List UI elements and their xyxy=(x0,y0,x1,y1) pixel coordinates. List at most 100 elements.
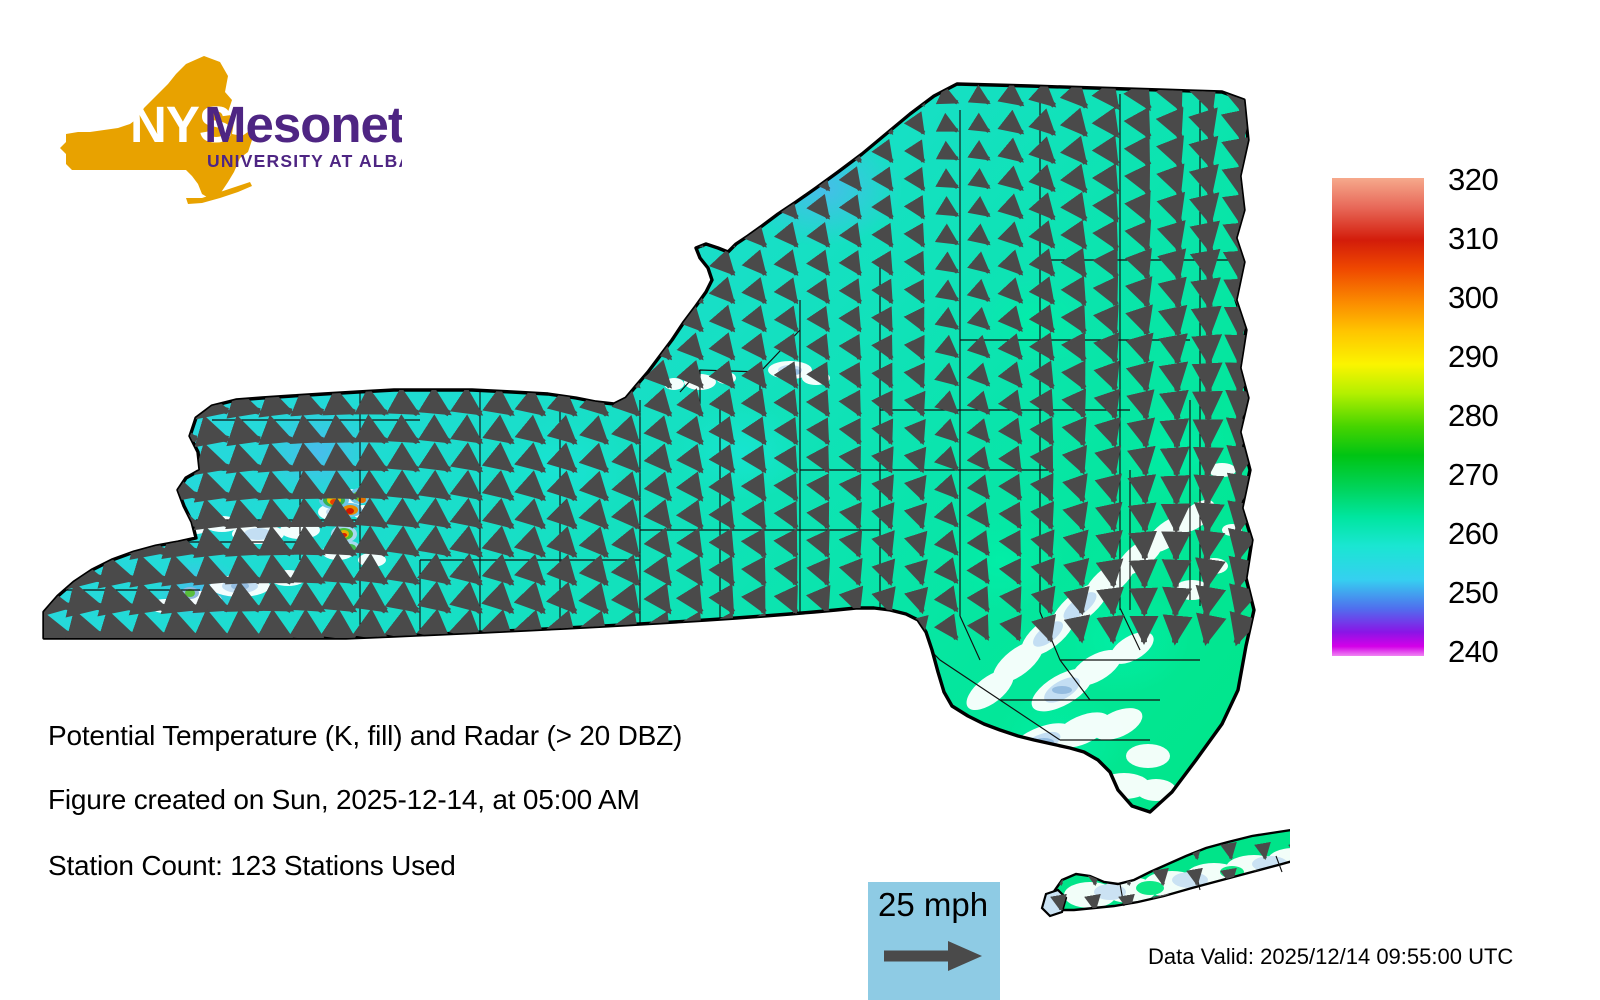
wind-barb xyxy=(612,248,641,276)
wind-barb xyxy=(257,470,295,501)
wind-barb xyxy=(709,84,736,107)
colorbar-tick-290: 290 xyxy=(1448,339,1499,374)
wind-barb xyxy=(197,166,231,199)
wind-barb xyxy=(1061,388,1087,419)
wind-barb xyxy=(1229,610,1254,647)
wind-barb xyxy=(676,165,704,192)
wind-barb xyxy=(44,444,74,481)
wind-barb xyxy=(997,249,1024,276)
wind-barb xyxy=(44,554,74,592)
wind-barb xyxy=(579,303,610,333)
wind-barb xyxy=(580,84,610,107)
wind-barb xyxy=(547,331,578,361)
wind-barb xyxy=(1029,360,1055,390)
wind-barb xyxy=(579,415,610,445)
wind-barb xyxy=(997,417,1023,445)
wind-barb xyxy=(514,331,547,361)
wind-barb xyxy=(452,164,484,191)
wind-scale-legend: 25 mph xyxy=(868,882,1000,1000)
wind-barb xyxy=(44,168,73,203)
wind-barb xyxy=(612,137,641,163)
wind-barb xyxy=(226,387,263,419)
wind-barb xyxy=(1028,276,1056,305)
wind-barb xyxy=(69,195,104,230)
wind-barb xyxy=(578,526,609,558)
wind-barb xyxy=(515,192,547,220)
wind-barb xyxy=(1188,163,1219,198)
wind-barb xyxy=(806,193,831,220)
wind-barb xyxy=(516,84,547,107)
wind-barb xyxy=(483,247,515,276)
wind-barb xyxy=(224,553,263,585)
wind-barb xyxy=(578,554,609,587)
wind-barb xyxy=(546,498,578,530)
wind-barb xyxy=(904,559,928,587)
wind-barb xyxy=(1126,389,1155,421)
wind-barb xyxy=(708,471,736,502)
wind-barb xyxy=(1060,163,1088,194)
wind-barb xyxy=(420,164,452,192)
wind-barb xyxy=(1095,530,1123,561)
wind-barb xyxy=(1050,893,1067,910)
wind-barb xyxy=(677,193,704,220)
wind-barb xyxy=(1127,474,1157,505)
wind-barb xyxy=(1061,444,1087,475)
wind-barb xyxy=(546,358,578,389)
wind-barb xyxy=(44,499,74,536)
wind-barb xyxy=(677,109,704,135)
wind-barb xyxy=(483,275,515,304)
wind-barb xyxy=(419,192,452,219)
wind-barb xyxy=(228,221,263,253)
wind-barb xyxy=(839,84,862,107)
wind-barb xyxy=(838,361,862,389)
wind-barb xyxy=(130,443,169,478)
wind-barb xyxy=(1028,164,1056,193)
wind-barb xyxy=(44,278,73,314)
wind-barb xyxy=(516,109,547,135)
wind-barb xyxy=(256,553,295,585)
wind-barb xyxy=(322,331,358,361)
wind-barb xyxy=(69,113,104,147)
wind-barb xyxy=(1060,247,1088,278)
wind-barb xyxy=(546,414,578,445)
wind-barb xyxy=(324,165,358,195)
wind-barb xyxy=(1062,473,1088,504)
wind-barb xyxy=(546,386,578,417)
wind-barb xyxy=(1220,841,1237,861)
wind-barb xyxy=(292,165,326,196)
wind-barb xyxy=(806,501,830,530)
wind-barb xyxy=(966,557,991,585)
wind-barb xyxy=(611,387,641,417)
wind-barb xyxy=(230,84,263,114)
wind-barb xyxy=(1123,84,1152,112)
wind-barb xyxy=(1186,893,1203,910)
wind-barb xyxy=(1189,192,1220,226)
wind-barb xyxy=(997,221,1024,248)
wind-barb xyxy=(675,555,704,587)
wind-barb xyxy=(1128,559,1158,589)
wind-barb xyxy=(68,333,105,369)
wind-barb xyxy=(708,304,736,333)
wind-barb xyxy=(324,192,358,222)
wind-barb xyxy=(774,165,799,192)
wind-barb xyxy=(611,303,641,333)
wind-barb xyxy=(1084,815,1101,835)
wind-barb xyxy=(195,304,232,337)
wind-barb xyxy=(611,220,641,248)
wind-barb xyxy=(871,418,894,446)
wind-barb xyxy=(997,333,1023,361)
wind-barb xyxy=(966,306,991,331)
wind-barb xyxy=(1061,416,1087,447)
wind-barb xyxy=(903,362,926,389)
wind-barb xyxy=(1157,248,1187,282)
wind-barb xyxy=(515,275,547,304)
wind-barb xyxy=(676,443,704,474)
wind-barb xyxy=(225,497,263,530)
wind-barb xyxy=(69,140,104,175)
wind-barb xyxy=(934,251,960,274)
wind-barb xyxy=(1187,84,1218,114)
wind-barb xyxy=(1152,893,1169,910)
wind-barb xyxy=(1227,500,1254,535)
wind-barb xyxy=(1031,613,1057,643)
wind-barb xyxy=(871,446,894,474)
